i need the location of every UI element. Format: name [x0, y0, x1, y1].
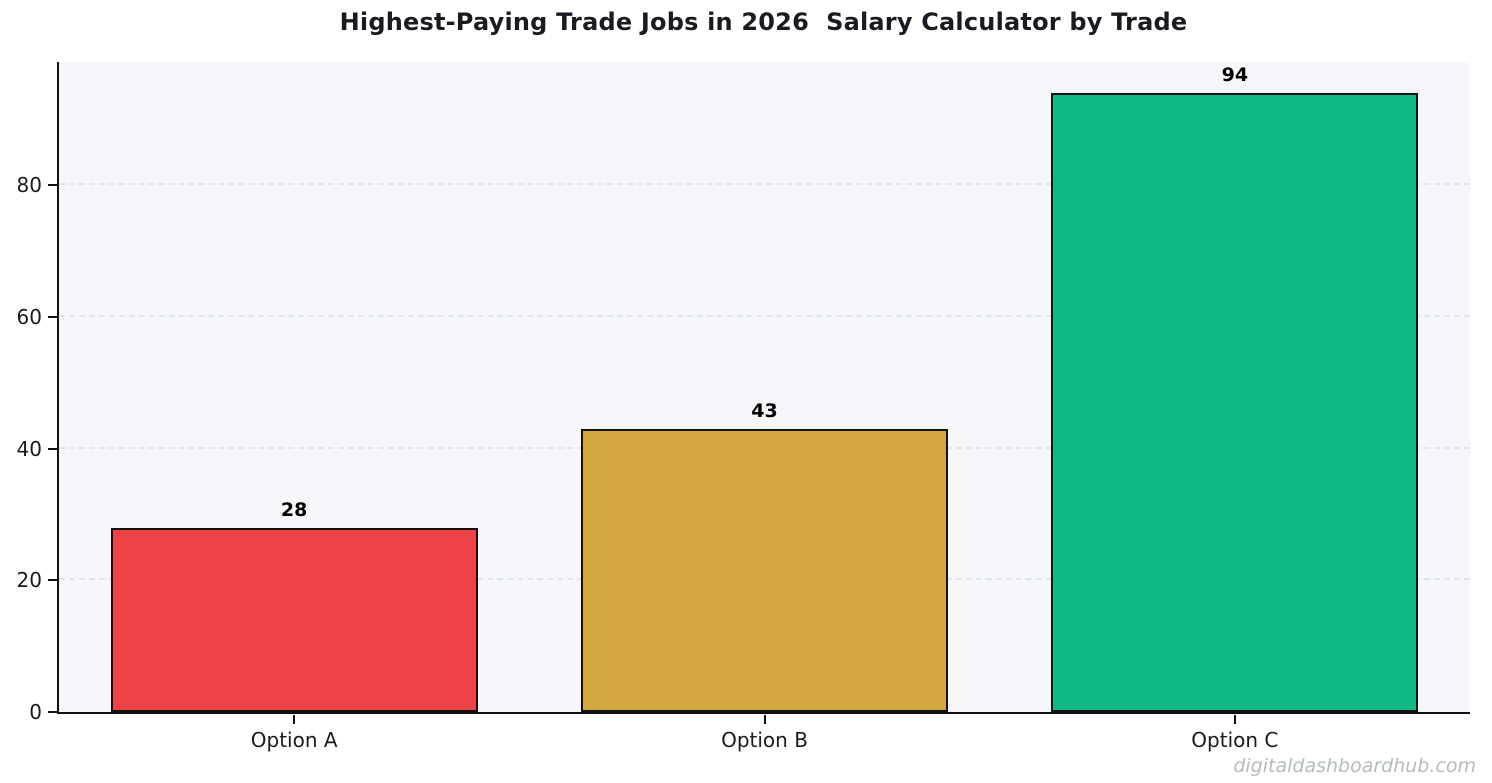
y-tick-label-80: 80	[16, 173, 42, 198]
x-tick-label: Option B	[721, 728, 808, 752]
bar-value-label: 43	[751, 399, 778, 422]
x-tick-1	[763, 714, 766, 724]
chart-title: Highest-Paying Trade Jobs in 2026 Salary…	[339, 8, 1188, 36]
x-tick-label: Option A	[250, 728, 338, 752]
y-tick-20	[47, 579, 57, 582]
bar-value-label: 94	[1221, 63, 1249, 86]
watermark: digitaldashboardhub.com	[1233, 755, 1476, 777]
y-tick-80	[47, 184, 57, 187]
gridline-y-60	[59, 314, 1470, 317]
bar-value-label: 28	[280, 498, 308, 521]
y-tick-label-0: 0	[29, 700, 42, 724]
bar-option-a	[110, 527, 478, 712]
y-tick-label-40: 40	[16, 436, 42, 461]
y-tick-40	[47, 447, 57, 450]
x-tick-label: Option C	[1191, 728, 1279, 752]
y-tick-label-20: 20	[16, 568, 42, 593]
plot-area: 0 20 40 60 80 28 Option A 43 Option B 94 Option C	[17, 62, 1470, 752]
y-tick-0	[47, 711, 57, 713]
y-tick-60	[47, 315, 57, 318]
y-tick-label-60: 60	[16, 304, 42, 329]
bar-option-c	[1051, 92, 1419, 712]
gridline-y-80	[59, 183, 1470, 186]
x-tick-0	[293, 714, 296, 724]
bar-option-b	[581, 428, 948, 712]
x-tick-2	[1233, 714, 1236, 724]
